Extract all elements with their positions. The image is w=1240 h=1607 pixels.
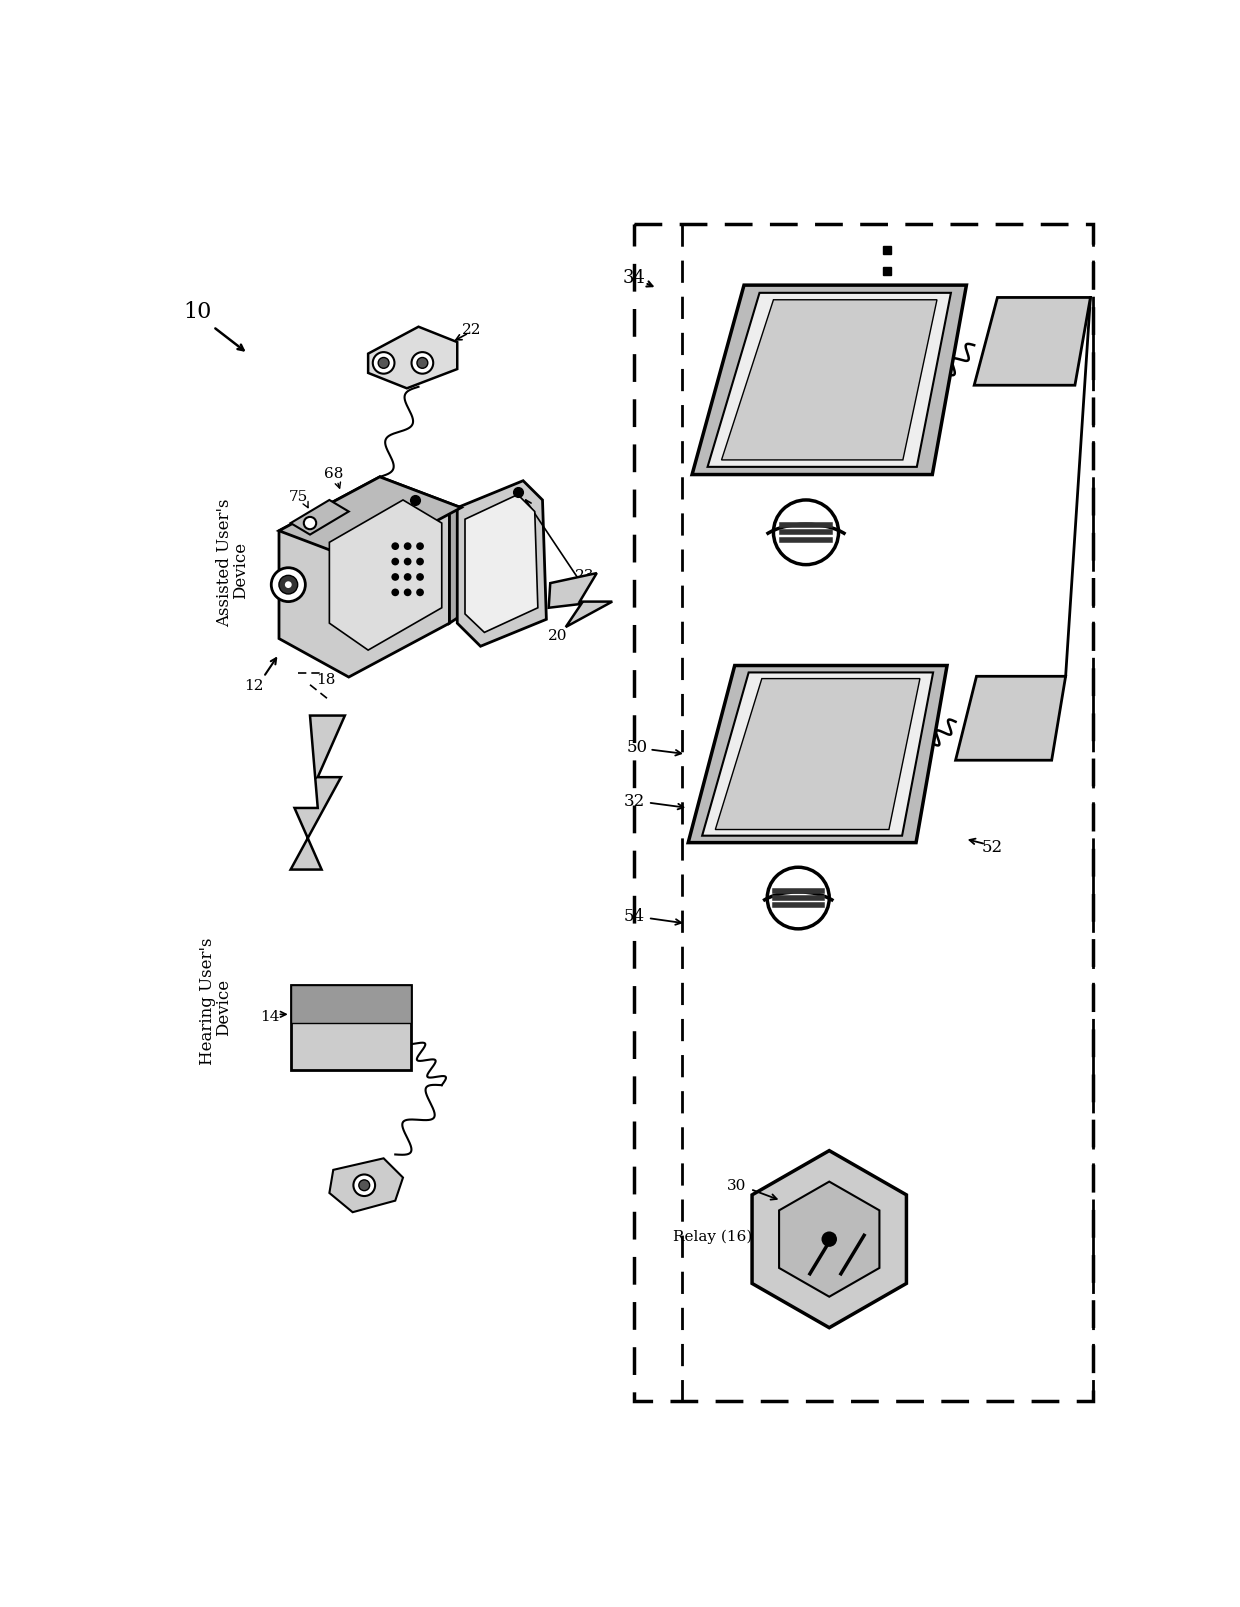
Circle shape [417, 558, 424, 566]
Text: Assisted User's: Assisted User's [216, 498, 233, 627]
Text: 10: 10 [184, 301, 212, 323]
Circle shape [417, 543, 424, 551]
Circle shape [392, 558, 399, 566]
PathPatch shape [330, 501, 441, 651]
PathPatch shape [279, 477, 449, 678]
Bar [634, 225, 1092, 1401]
Text: Device: Device [232, 542, 249, 598]
Bar [290, 985, 410, 1070]
Circle shape [417, 358, 428, 370]
Text: 68: 68 [324, 466, 343, 480]
PathPatch shape [715, 680, 920, 829]
Circle shape [304, 517, 316, 530]
PathPatch shape [753, 1151, 906, 1327]
PathPatch shape [956, 677, 1065, 760]
PathPatch shape [779, 1181, 879, 1297]
PathPatch shape [290, 501, 348, 535]
PathPatch shape [465, 495, 538, 633]
Circle shape [378, 358, 389, 370]
Circle shape [279, 575, 298, 595]
PathPatch shape [549, 574, 613, 628]
Text: Relay (16): Relay (16) [673, 1228, 753, 1242]
PathPatch shape [279, 477, 461, 562]
Text: 34: 34 [622, 268, 645, 286]
Circle shape [417, 574, 424, 582]
Text: 52: 52 [981, 839, 1003, 855]
Text: 75: 75 [289, 490, 308, 505]
Text: 12: 12 [244, 678, 264, 693]
Circle shape [417, 590, 424, 596]
Circle shape [392, 543, 399, 551]
PathPatch shape [702, 673, 934, 836]
Text: 20: 20 [548, 628, 568, 643]
Circle shape [392, 574, 399, 582]
Text: 22: 22 [461, 323, 481, 337]
Circle shape [353, 1175, 374, 1196]
PathPatch shape [368, 328, 458, 389]
Circle shape [392, 590, 399, 596]
Circle shape [412, 354, 433, 374]
PathPatch shape [330, 1159, 403, 1212]
Bar [290, 985, 410, 1024]
PathPatch shape [688, 665, 947, 844]
Text: Device: Device [215, 979, 232, 1035]
PathPatch shape [708, 294, 951, 468]
Circle shape [774, 501, 838, 566]
PathPatch shape [458, 482, 547, 648]
Circle shape [404, 590, 412, 596]
Text: 14: 14 [260, 1009, 279, 1024]
Text: 32: 32 [624, 792, 645, 810]
Circle shape [821, 1231, 837, 1247]
PathPatch shape [692, 286, 966, 476]
Circle shape [285, 582, 291, 588]
Circle shape [373, 354, 394, 374]
Circle shape [404, 574, 412, 582]
Text: Hearing User's: Hearing User's [200, 937, 216, 1064]
Text: 54: 54 [624, 908, 645, 924]
Text: 30: 30 [727, 1178, 746, 1192]
PathPatch shape [722, 301, 937, 461]
Circle shape [358, 1180, 370, 1191]
PathPatch shape [975, 299, 1090, 386]
Circle shape [272, 569, 305, 603]
PathPatch shape [379, 477, 461, 624]
Text: 23: 23 [575, 569, 595, 583]
Circle shape [768, 868, 830, 929]
PathPatch shape [290, 717, 345, 869]
Circle shape [404, 558, 412, 566]
Text: 50: 50 [626, 738, 647, 755]
Circle shape [404, 543, 412, 551]
Text: 18: 18 [316, 672, 335, 686]
